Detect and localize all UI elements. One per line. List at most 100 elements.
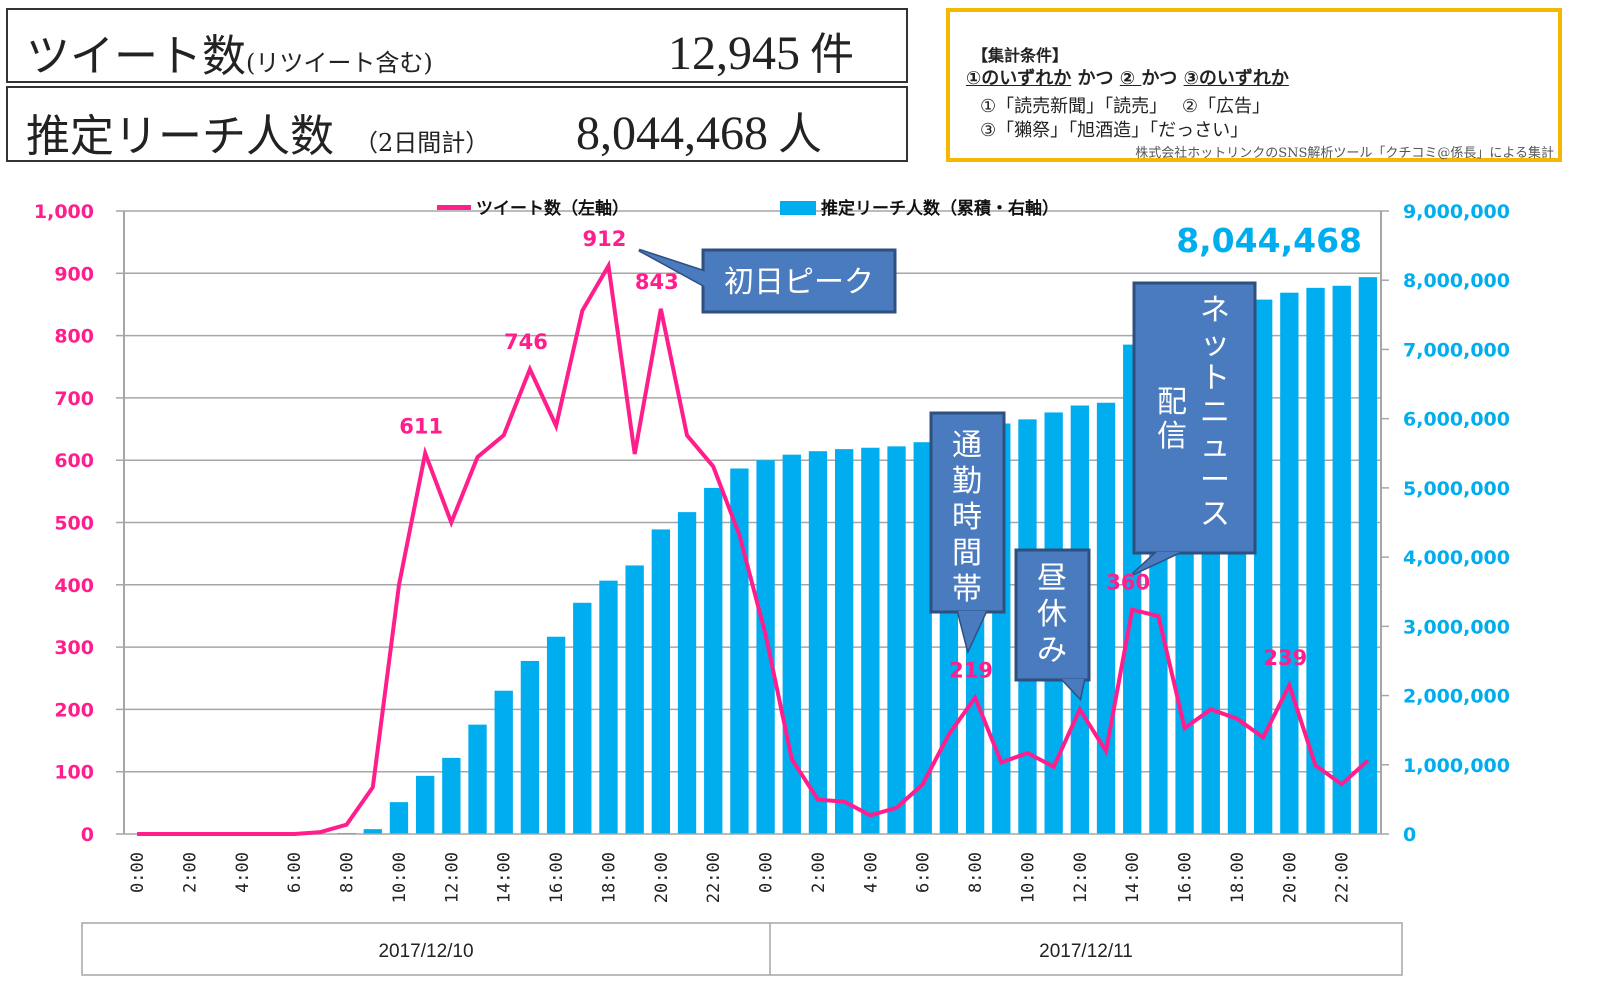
reach-bar bbox=[468, 724, 487, 834]
reach-bar bbox=[1358, 277, 1378, 834]
reach-bar bbox=[1306, 287, 1325, 834]
x-tick-label: 6:00 bbox=[285, 852, 305, 893]
reach-bar bbox=[573, 602, 592, 834]
right-tick-label: 4,000,000 bbox=[1403, 547, 1510, 569]
right-tick-label: 9,000,000 bbox=[1403, 201, 1510, 223]
reach-count-box: 推定リーチ人数 （2日間計） 8,044,468 人 bbox=[6, 86, 908, 162]
date-group-frame bbox=[81, 922, 1403, 976]
x-tick-label: 16:00 bbox=[547, 852, 567, 903]
reach-total-label: 8,044,468 bbox=[1176, 221, 1362, 260]
callout-net-news-char: ッ bbox=[1200, 327, 1230, 362]
callout-first-day-peak-text: 初日ピーク bbox=[724, 265, 874, 300]
right-tick-label: 0 bbox=[1403, 824, 1416, 846]
callout-first-day-peak-pointer-fill bbox=[639, 250, 712, 290]
reach-bar bbox=[808, 451, 828, 834]
reach-bar bbox=[415, 775, 435, 834]
left-tick-label: 400 bbox=[54, 575, 94, 597]
left-tick-label: 1,000 bbox=[34, 201, 94, 223]
reach-bar bbox=[913, 442, 932, 834]
date-group-label: 2017/12/10 bbox=[378, 941, 473, 962]
reach-bar bbox=[677, 512, 697, 834]
tweet-data-label: 360 bbox=[1106, 571, 1150, 595]
tweet-data-label: 239 bbox=[1263, 646, 1307, 670]
reach-bar bbox=[520, 660, 540, 834]
x-tick-label: 0:00 bbox=[128, 852, 148, 893]
conditions-title: 【集計条件】 bbox=[972, 46, 1069, 65]
legend-bar-label: 推定リーチ人数（累積・右軸） bbox=[821, 198, 1059, 219]
left-tick-label: 100 bbox=[54, 762, 94, 784]
left-tick-label: 900 bbox=[54, 263, 94, 285]
right-tick-label: 2,000,000 bbox=[1403, 686, 1510, 708]
reach-bar bbox=[1253, 299, 1273, 834]
conditions-rule: ①のいずれか かつ ② かつ ③のいずれか bbox=[966, 68, 1289, 89]
x-tick-label: 10:00 bbox=[1018, 852, 1038, 903]
tweet-count-value: 12,945 件 bbox=[668, 27, 854, 80]
tweet-data-label: 843 bbox=[635, 270, 679, 294]
left-tick-label: 800 bbox=[54, 326, 94, 348]
reach-bar bbox=[389, 802, 409, 834]
left-tick-label: 500 bbox=[54, 513, 94, 535]
right-tick-label: 8,000,000 bbox=[1403, 270, 1510, 292]
right-tick-label: 6,000,000 bbox=[1403, 409, 1510, 431]
tweet-count-label: ツイート数(リツイート含む) bbox=[26, 31, 433, 82]
x-tick-label: 8:00 bbox=[338, 852, 358, 893]
callout-lunch: 昼休み bbox=[1014, 548, 1091, 702]
reach-bar bbox=[1332, 285, 1351, 834]
right-tick-label: 1,000,000 bbox=[1403, 755, 1510, 777]
callout-commute-char: 勤 bbox=[952, 464, 982, 499]
left-tick-label: 300 bbox=[54, 637, 94, 659]
callout-net-news-char: ュ bbox=[1200, 429, 1230, 464]
x-tick-label: 6:00 bbox=[914, 852, 934, 893]
callout-commute-char: 時 bbox=[952, 500, 982, 535]
reach-bar bbox=[861, 447, 880, 834]
tweet-reach-chart: 0 100 200 300 400 500 600 700 800 900 1,000 0 1,000,… bbox=[34, 198, 1510, 976]
reach-bar bbox=[782, 454, 801, 834]
legend-line-swatch bbox=[437, 205, 471, 210]
reach-bar bbox=[1096, 402, 1116, 834]
reach-bar bbox=[442, 757, 461, 834]
date-group-label: 2017/12/11 bbox=[1039, 941, 1133, 962]
x-tick-label: 20:00 bbox=[1280, 852, 1300, 903]
tweet-line bbox=[136, 259, 1370, 836]
callout-lunch-char: み bbox=[1037, 633, 1067, 668]
reach-bar bbox=[887, 446, 906, 834]
legend: ツイート数（左軸） 推定リーチ人数（累積・右軸） bbox=[437, 198, 1059, 219]
conditions-credit: 株式会社ホットリンクのSNS解析ツール「クチコミ@係長」による集計 bbox=[1135, 146, 1554, 161]
x-tick-label: 12:00 bbox=[442, 852, 462, 903]
reach-bars bbox=[337, 277, 1378, 834]
reach-bar bbox=[546, 636, 566, 834]
tweet-count-box: ツイート数(リツイート含む) 12,945 件 bbox=[6, 8, 908, 83]
x-tick-label: 22:00 bbox=[704, 852, 724, 903]
reach-bar bbox=[704, 487, 723, 834]
right-tick-label: 5,000,000 bbox=[1403, 478, 1510, 500]
right-tick-label: 3,000,000 bbox=[1403, 616, 1510, 638]
reach-bar bbox=[599, 580, 618, 834]
x-tick-label: 2:00 bbox=[180, 852, 200, 893]
x-tick-label: 14:00 bbox=[1123, 852, 1143, 903]
left-tick-label: 0 bbox=[81, 824, 94, 846]
data-labels: 611 746 912 843 219 360 239 8,044,468 bbox=[399, 221, 1362, 683]
x-tick-label: 8:00 bbox=[966, 852, 986, 893]
left-tick-label: 200 bbox=[54, 699, 94, 721]
reach-bar bbox=[1280, 292, 1299, 834]
callout-lunch-char: 休 bbox=[1037, 597, 1067, 632]
reach-bar bbox=[834, 449, 854, 834]
callout-net-news-box bbox=[1132, 281, 1257, 555]
x-tick-label: 2:00 bbox=[809, 852, 829, 893]
reach-count-value: 8,044,468 人 bbox=[576, 107, 822, 160]
callout-lunch-char: 昼 bbox=[1037, 561, 1067, 596]
callout-commute-pointer-fill bbox=[958, 611, 986, 650]
reach-bar bbox=[363, 829, 382, 834]
callout-net-news-char: ー bbox=[1200, 463, 1230, 498]
callout-first-day-peak: 初日ピーク bbox=[638, 248, 897, 314]
x-tick-label: 18:00 bbox=[599, 852, 619, 903]
left-tick-label: 600 bbox=[54, 450, 94, 472]
callout-net-news-pointer-fill bbox=[1133, 552, 1180, 574]
tweet-line-path bbox=[137, 259, 1370, 836]
legend-line-label: ツイート数（左軸） bbox=[476, 198, 629, 219]
reach-bar bbox=[651, 529, 671, 834]
tweet-data-label: 746 bbox=[504, 330, 548, 354]
callout-lunch-box bbox=[1014, 548, 1091, 682]
